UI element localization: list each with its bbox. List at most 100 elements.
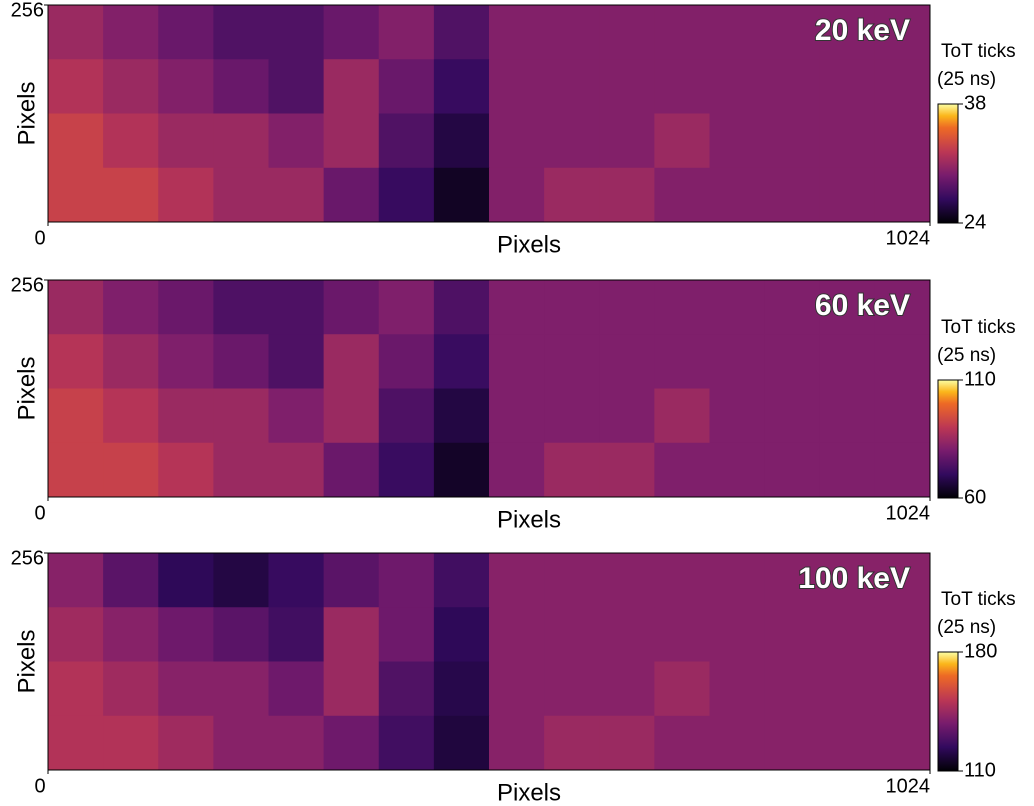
heatmap-cell bbox=[874, 553, 931, 608]
heatmap-cell bbox=[819, 59, 876, 114]
x-tick-label: 1024 bbox=[886, 775, 931, 797]
heatmap-cell bbox=[433, 388, 490, 444]
heatmap-cell bbox=[874, 5, 931, 60]
heatmap-cell bbox=[599, 5, 655, 60]
heatmap-cell bbox=[158, 607, 214, 662]
heatmap-cell bbox=[764, 113, 821, 169]
heatmap-cell bbox=[378, 607, 435, 662]
heatmap-cell bbox=[158, 113, 214, 169]
heatmap-cell bbox=[378, 113, 435, 169]
heatmap-cell bbox=[213, 5, 269, 60]
heatmap-cell bbox=[819, 388, 876, 444]
heatmap-cell bbox=[323, 442, 380, 498]
annotation: 60 keV bbox=[815, 289, 910, 322]
heatmap-cell bbox=[709, 661, 766, 717]
colorbar-tick-label: 38 bbox=[964, 92, 986, 114]
heatmap-cell bbox=[433, 661, 490, 717]
heatmap-cell bbox=[874, 334, 931, 389]
heatmap-cell bbox=[268, 334, 325, 389]
heatmap-cell bbox=[378, 59, 435, 114]
heatmap-cell bbox=[709, 715, 766, 771]
heatmap-cell bbox=[819, 661, 876, 717]
colorbar-label: ToT ticks bbox=[941, 41, 1016, 62]
heatmap-cell bbox=[378, 5, 435, 60]
heatmap-cell bbox=[158, 715, 214, 771]
heatmap-cell bbox=[599, 715, 655, 771]
heatmap-cell bbox=[268, 113, 325, 169]
heatmap-cell bbox=[323, 113, 380, 169]
heatmap-cell bbox=[764, 59, 821, 114]
heatmap-cell bbox=[764, 553, 821, 608]
heatmap-cell bbox=[709, 59, 766, 114]
heatmap-cell bbox=[654, 59, 710, 114]
heatmap-cell bbox=[599, 553, 655, 608]
heatmap-cell bbox=[764, 388, 821, 444]
heatmap-cell bbox=[323, 334, 380, 389]
heatmap-cell bbox=[654, 442, 710, 498]
heatmap-cell bbox=[819, 553, 876, 608]
colorbar-label: ToT ticks bbox=[941, 589, 1016, 610]
heatmap-cell bbox=[433, 553, 490, 608]
heatmap-cell bbox=[213, 167, 269, 223]
heatmap-cell bbox=[764, 280, 821, 335]
plot-frame bbox=[47, 279, 931, 498]
heatmap-cell bbox=[433, 113, 490, 169]
heatmap-cell bbox=[709, 280, 766, 335]
heatmap-cell bbox=[323, 59, 380, 114]
colorbar-tick-label: 180 bbox=[964, 640, 997, 662]
colorbar-label: (25 ns) bbox=[937, 345, 996, 366]
heatmap-cell bbox=[323, 715, 380, 771]
heatmap-cell bbox=[48, 442, 104, 498]
heatmap-cell bbox=[433, 715, 490, 771]
x-tick-label: 0 bbox=[34, 227, 45, 249]
heatmap-cell bbox=[268, 59, 325, 114]
heatmap-cell bbox=[544, 661, 600, 717]
heatmap-cell bbox=[48, 167, 104, 223]
heatmap-cell bbox=[874, 661, 931, 717]
heatmap-cell bbox=[48, 280, 104, 335]
heatmap-cell bbox=[764, 167, 821, 223]
heatmap-cell bbox=[103, 280, 159, 335]
heatmap-cell bbox=[378, 334, 435, 389]
heatmap-cell bbox=[213, 715, 269, 771]
heatmap-cell bbox=[268, 607, 325, 662]
heatmap-cell bbox=[158, 388, 214, 444]
heatmap-cell bbox=[323, 388, 380, 444]
heatmap-cell bbox=[48, 59, 104, 114]
heatmap-cell bbox=[544, 59, 600, 114]
heatmap-cell bbox=[489, 5, 545, 60]
heatmap-cell bbox=[489, 113, 545, 169]
heatmap-cell bbox=[709, 553, 766, 608]
x-axis-label: Pixels bbox=[497, 506, 561, 533]
heatmap-cell bbox=[103, 334, 159, 389]
heatmap-cell bbox=[764, 607, 821, 662]
colorbar-tick-label: 110 bbox=[964, 368, 996, 390]
heatmap-cell bbox=[323, 280, 380, 335]
colorbar-tick-label: 60 bbox=[964, 486, 986, 508]
heatmap-cell bbox=[599, 167, 655, 223]
y-tick-label: 256 bbox=[11, 547, 44, 569]
heatmap-cell bbox=[378, 388, 435, 444]
heatmap-cell bbox=[544, 553, 600, 608]
heatmap-cell bbox=[103, 661, 159, 717]
heatmap-cell bbox=[544, 715, 600, 771]
heatmap-cell bbox=[158, 553, 214, 608]
heatmap-cell bbox=[213, 113, 269, 169]
heatmap-cell bbox=[764, 442, 821, 498]
annotation: 100 keV bbox=[798, 562, 910, 595]
heatmap-cell bbox=[764, 715, 821, 771]
heatmap-cell bbox=[544, 113, 600, 169]
heatmap-cell bbox=[48, 113, 104, 169]
heatmap-cell bbox=[654, 5, 710, 60]
heatmap-cell bbox=[323, 553, 380, 608]
colorbar-tick-label: 24 bbox=[964, 211, 986, 233]
heatmap-cell bbox=[48, 553, 104, 608]
heatmap-cell bbox=[48, 5, 104, 60]
heatmap-cell bbox=[544, 388, 600, 444]
heatmap-cell bbox=[709, 607, 766, 662]
heatmap-cell bbox=[268, 715, 325, 771]
heatmap-cell bbox=[48, 661, 104, 717]
heatmap-cell bbox=[709, 167, 766, 223]
heatmap-cell bbox=[158, 5, 214, 60]
